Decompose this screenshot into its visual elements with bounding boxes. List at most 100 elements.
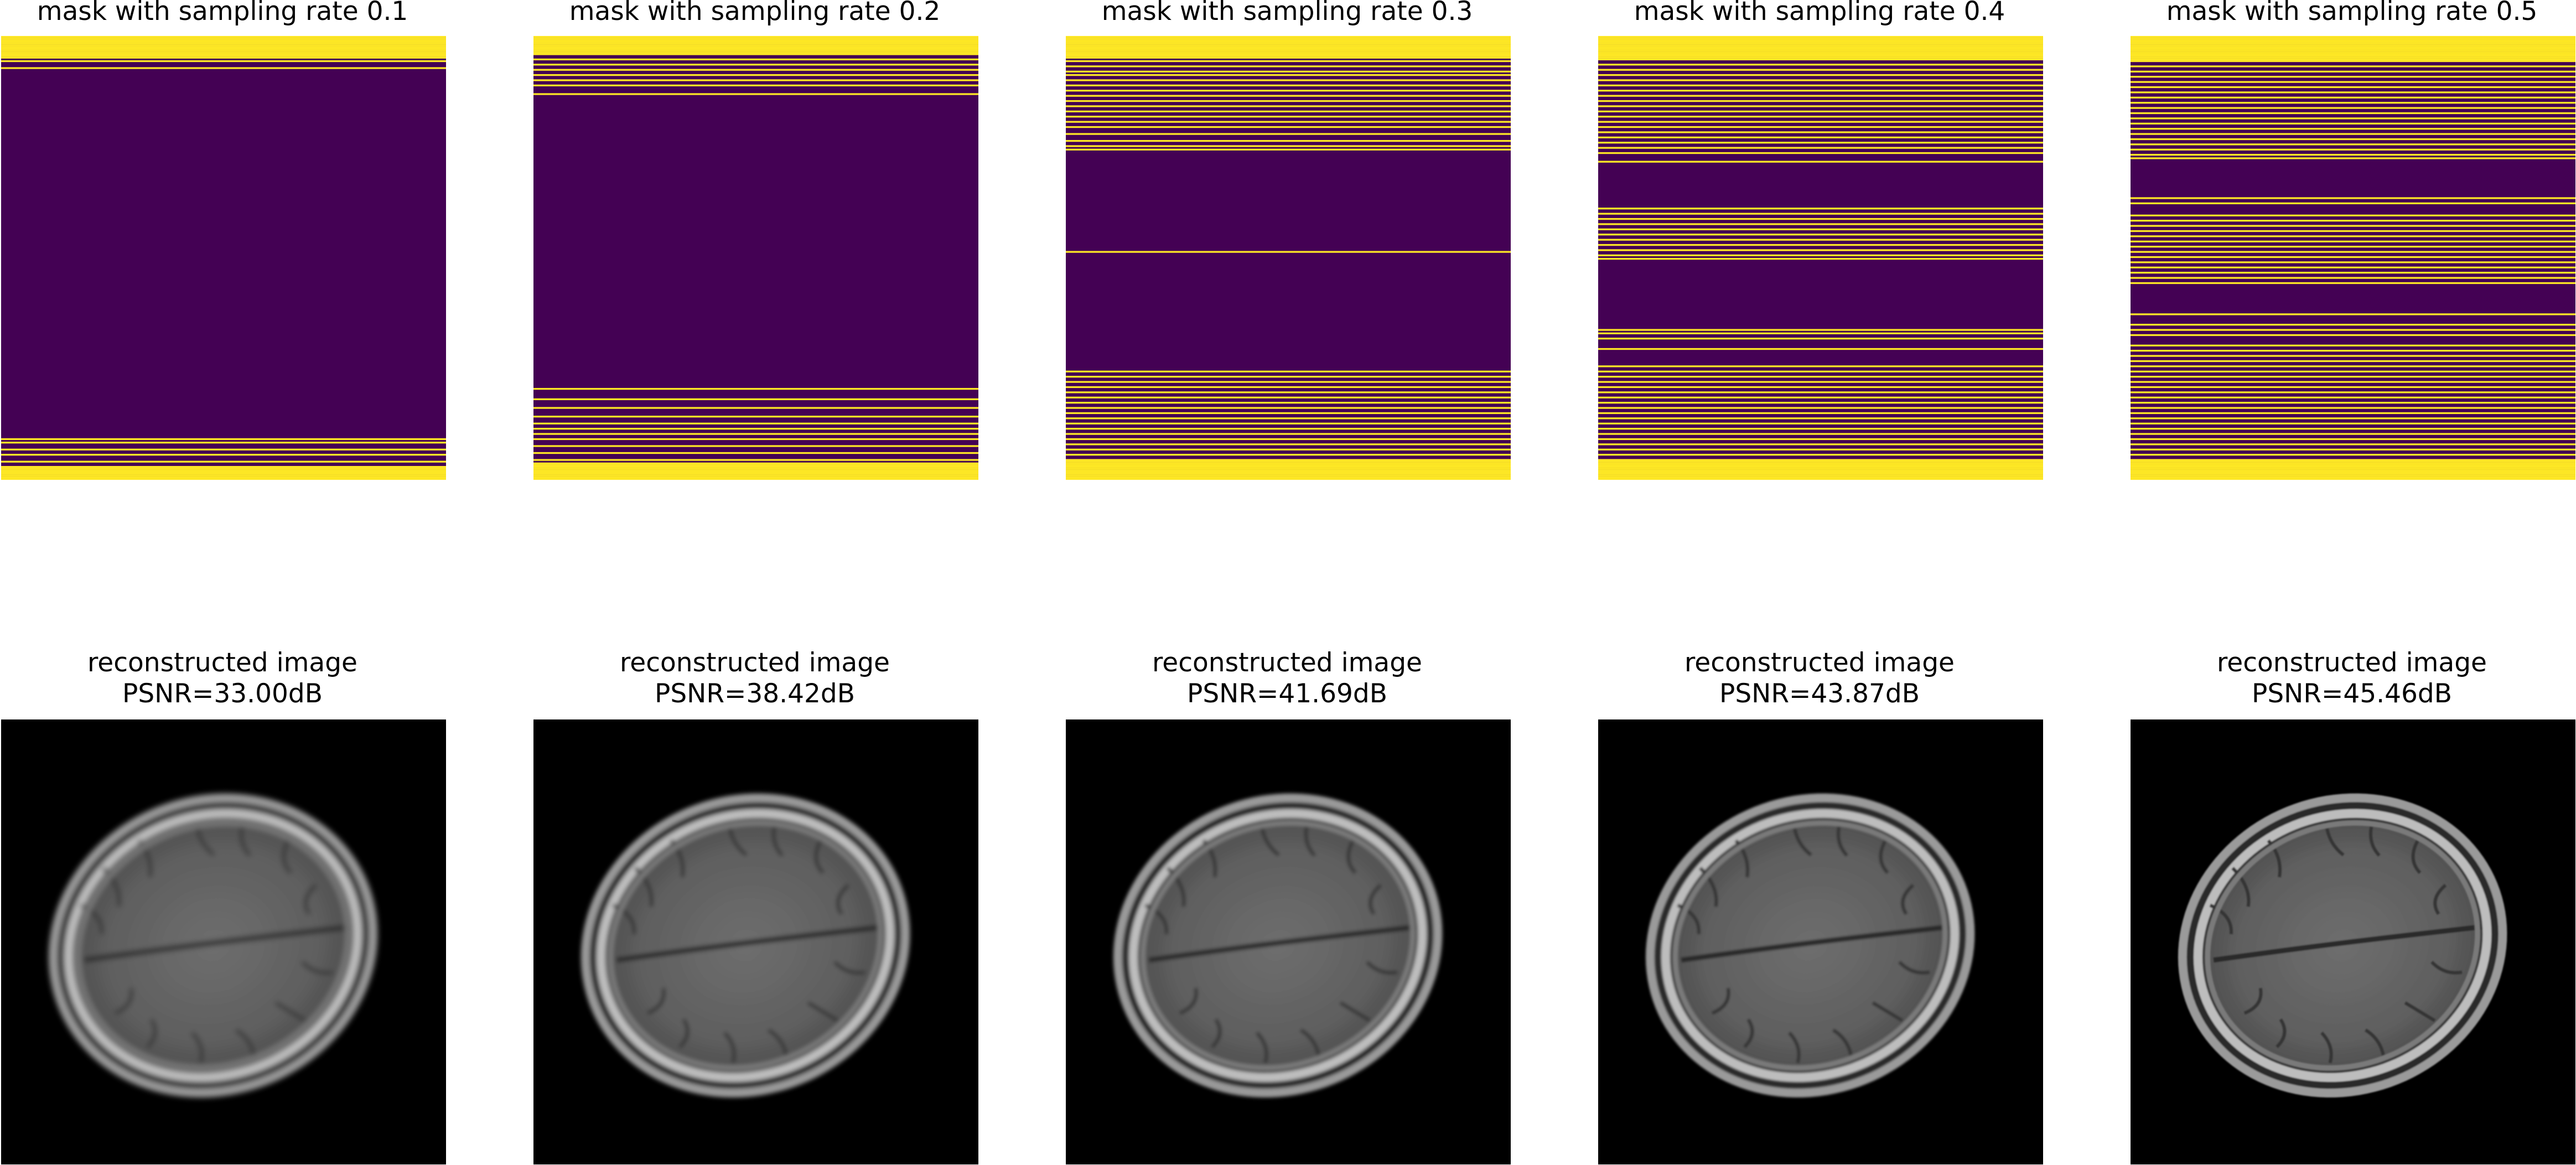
sampled-row-line	[1598, 476, 2043, 479]
sampled-row-line	[533, 387, 978, 390]
recon-title-0.3: reconstructed image PSNR=41.69dB	[1010, 648, 1564, 710]
sampled-row-line	[2131, 246, 2575, 248]
sampled-row-line	[2131, 76, 2575, 78]
sampled-row-line	[1066, 145, 1511, 147]
sampled-row-line	[1598, 471, 2043, 473]
sampled-row-line	[2131, 381, 2575, 383]
sampled-row-line	[1, 442, 446, 444]
sampled-row-line	[1, 56, 446, 59]
sampled-row-line	[1, 474, 446, 477]
sampled-row-line	[2131, 225, 2575, 227]
sampled-row-line	[1066, 50, 1511, 52]
sampled-row-line	[1066, 105, 1511, 107]
sampled-row-line	[2131, 60, 2575, 63]
sampled-row-line	[2131, 473, 2575, 475]
sampled-row-line	[1598, 438, 2043, 441]
sampled-row-line	[2131, 282, 2575, 284]
sampled-row-line	[1598, 348, 2043, 350]
sampled-row-line	[1066, 79, 1511, 81]
sampled-row-line	[1598, 48, 2043, 50]
sampled-row-line	[533, 468, 978, 470]
sampled-row-line	[533, 476, 978, 479]
sampled-row-line	[1066, 116, 1511, 118]
sampled-row-line	[533, 438, 978, 441]
sampled-row-line	[2131, 56, 2575, 59]
sampled-row-line	[1598, 254, 2043, 257]
sampled-row-line	[1598, 454, 2043, 456]
sampled-row-line	[1066, 376, 1511, 378]
brain-mri-graphic	[1066, 719, 1511, 1164]
sampled-row-line	[533, 43, 978, 45]
sampled-row-line	[2131, 102, 2575, 104]
sampled-row-line	[1598, 160, 2043, 163]
sampled-row-line	[1598, 136, 2043, 138]
sampled-row-line	[533, 407, 978, 409]
sampled-row-line	[1066, 46, 1511, 49]
sampled-row-line	[2131, 266, 2575, 268]
sampled-row-line	[2131, 468, 2575, 470]
sampled-row-line	[2131, 329, 2575, 331]
brain-mri-graphic	[1598, 719, 2043, 1164]
sampled-row-line	[1598, 51, 2043, 54]
sampled-row-line	[2131, 478, 2575, 480]
sampled-row-line	[1, 465, 446, 468]
central-fissure	[1681, 924, 1950, 963]
sampled-row-line	[1066, 110, 1511, 113]
sampled-row-line	[1598, 56, 2043, 59]
sampled-row-line	[1, 60, 446, 63]
sampled-row-line	[1066, 428, 1511, 430]
sampled-row-line	[1598, 79, 2043, 81]
sampled-row-line	[1598, 38, 2043, 40]
sampled-row-line	[2131, 407, 2575, 409]
sampled-row-line	[1598, 469, 2043, 472]
sampled-row-line	[1598, 258, 2043, 260]
mask-background	[1, 36, 446, 480]
mask-panel-0.2	[533, 36, 978, 480]
sampled-row-line	[1, 438, 446, 441]
mask-title-0.5: mask with sampling rate 0.5	[2166, 0, 2538, 27]
sampled-row-line	[1066, 474, 1511, 477]
sampled-row-line	[1598, 376, 2043, 378]
sampled-row-line	[533, 36, 978, 38]
sampled-row-line	[1598, 332, 2043, 335]
sampled-row-line	[1598, 64, 2043, 66]
sampled-row-line	[2131, 350, 2575, 352]
sampled-row-line	[2131, 157, 2575, 159]
sampled-row-line	[1598, 239, 2043, 241]
sampled-row-line	[2131, 58, 2575, 61]
sampled-row-line	[533, 64, 978, 66]
sampled-row-line	[2131, 81, 2575, 83]
sampled-row-line	[1598, 223, 2043, 225]
sampled-row-line	[1598, 131, 2043, 133]
recon-title-line1: reconstructed image	[87, 648, 357, 678]
sampled-row-line	[2131, 469, 2575, 472]
sampled-row-line	[1066, 417, 1511, 420]
sampled-row-line	[533, 69, 978, 71]
sampled-row-line	[1066, 95, 1511, 97]
sampled-row-line	[1066, 139, 1511, 142]
sampled-row-line	[2131, 370, 2575, 372]
sampled-row-line	[2131, 96, 2575, 99]
sampled-row-line	[1066, 465, 1511, 468]
sampled-row-line	[1598, 464, 2043, 467]
sampled-row-line	[2131, 334, 2575, 336]
sampled-row-line	[1066, 121, 1511, 123]
sampled-row-line	[2131, 43, 2575, 45]
sampled-row-line	[2131, 240, 2575, 242]
cortex-rim	[1140, 820, 1416, 1071]
sampled-row-line	[1066, 469, 1511, 472]
sampled-row-line	[533, 53, 978, 55]
sampled-row-line	[2131, 41, 2575, 43]
sampled-row-line	[2131, 365, 2575, 367]
sampled-row-line	[1598, 152, 2043, 154]
central-fissure	[84, 924, 353, 963]
sampled-row-line	[533, 41, 978, 43]
recon-psnr-label: PSNR=38.42dB	[654, 679, 855, 709]
sampled-row-line	[1598, 39, 2043, 42]
mask-panel-0.1	[1, 36, 446, 480]
mask-background	[533, 36, 978, 480]
sampled-row-line	[2131, 46, 2575, 49]
sampled-row-line	[2131, 44, 2575, 46]
sampled-row-line	[1598, 69, 2043, 71]
sampled-row-line	[2131, 386, 2575, 389]
